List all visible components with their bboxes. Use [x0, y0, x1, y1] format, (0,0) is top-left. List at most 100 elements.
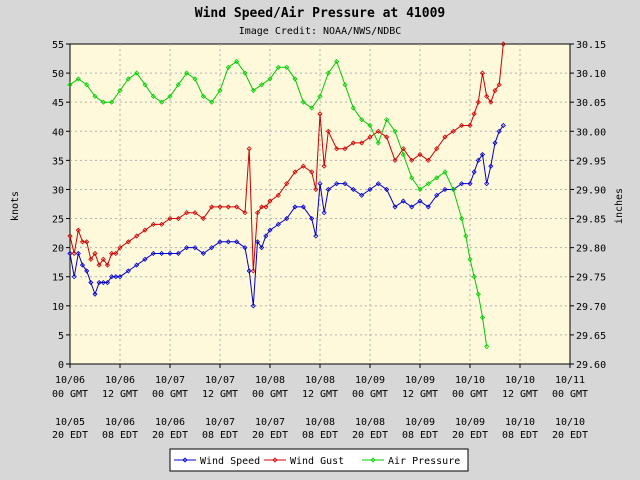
- data-point-wind-gust: [100, 256, 106, 262]
- data-point-wind-gust: [200, 215, 206, 222]
- data-point-wind-speed: [125, 268, 131, 274]
- data-point-wind-gust: [409, 157, 415, 163]
- data-point-air-pressure: [367, 122, 373, 129]
- x-tick-label-gmt-hour: 12 GMT: [102, 389, 138, 400]
- x-tick-label-gmt-hour: 00 GMT: [152, 389, 188, 400]
- data-point-air-pressure: [375, 140, 381, 146]
- data-point-wind-gust: [167, 215, 173, 222]
- data-point-air-pressure: [342, 82, 348, 88]
- data-point-wind-speed: [392, 204, 398, 210]
- legend-label-wind-gust: Wind Gust: [290, 456, 344, 467]
- data-point-wind-gust: [104, 262, 111, 268]
- data-point-wind-speed: [242, 245, 248, 251]
- data-point-air-pressure: [259, 82, 265, 88]
- data-point-wind-speed: [375, 181, 381, 187]
- data-point-wind-gust: [479, 70, 486, 76]
- data-point-air-pressure: [417, 186, 423, 193]
- data-point-wind-speed: [400, 198, 406, 204]
- data-point-wind-gust: [425, 157, 431, 163]
- data-point-wind-gust: [246, 146, 252, 152]
- x-tick-label-gmt-hour: 00 GMT: [252, 389, 288, 400]
- data-point-air-pressure: [350, 105, 356, 111]
- data-point-wind-speed: [459, 181, 465, 187]
- y-axis-label-left: knots: [10, 191, 21, 221]
- data-point-wind-speed: [313, 233, 319, 239]
- x-tick-label-edt-hour: 20 EDT: [552, 430, 588, 441]
- data-point-air-pressure: [109, 99, 115, 105]
- x-tick-label-gmt-hour: 00 GMT: [52, 389, 88, 400]
- data-point-air-pressure: [242, 70, 248, 76]
- axes: 0 29.60 5 29.65 10 29.70 15 29.75 20 29.80 25 29.85…: [52, 40, 606, 441]
- legend-marker-wind-gust: [272, 457, 278, 463]
- grid-lines: [70, 44, 570, 364]
- data-point-wind-gust: [225, 204, 231, 210]
- x-tick-label-edt-hour: 20 EDT: [152, 430, 188, 441]
- legend-marker-air-pressure: [370, 457, 376, 463]
- y-tick-label-right: 30.10: [576, 69, 606, 80]
- data-point-wind-speed: [367, 186, 373, 193]
- data-point-wind-gust: [192, 210, 198, 216]
- data-point-wind-speed: [417, 198, 423, 204]
- y-tick-label-right: 29.85: [576, 215, 606, 226]
- data-point-wind-speed: [84, 268, 90, 274]
- data-point-air-pressure: [209, 99, 215, 105]
- data-point-wind-speed: [467, 181, 473, 187]
- data-point-wind-gust: [209, 204, 215, 210]
- y-axis-label-right: inches: [614, 188, 625, 224]
- data-point-air-pressure: [167, 93, 173, 99]
- data-point-air-pressure: [479, 314, 486, 321]
- data-point-wind-gust: [309, 169, 315, 175]
- data-point-wind-gust: [96, 262, 102, 268]
- data-point-wind-speed: [117, 274, 123, 280]
- data-point-air-pressure: [225, 64, 231, 70]
- data-point-wind-gust: [367, 134, 373, 140]
- x-tick-label-gmt-hour: 00 GMT: [552, 389, 588, 400]
- y-tick-label-right: 29.65: [576, 331, 606, 342]
- data-point-air-pressure: [442, 169, 448, 175]
- x-tick-label-edt-date: 10/08: [355, 417, 385, 428]
- data-point-wind-gust: [242, 210, 248, 216]
- x-tick-label-edt-hour: 20 EDT: [452, 430, 488, 441]
- data-point-wind-gust: [467, 122, 473, 129]
- data-point-air-pressure: [463, 233, 469, 239]
- data-point-wind-speed: [175, 250, 181, 257]
- data-point-wind-speed: [275, 221, 281, 227]
- data-point-wind-gust: [175, 215, 181, 222]
- data-point-wind-speed: [496, 128, 502, 134]
- data-point-air-pressure: [425, 181, 431, 187]
- y-tick-label-left: 45: [52, 98, 64, 109]
- data-point-wind-speed: [309, 215, 315, 222]
- y-tick-label-left: 40: [52, 127, 64, 138]
- data-point-wind-gust: [496, 82, 502, 88]
- data-point-wind-speed: [217, 239, 223, 245]
- data-point-wind-speed: [334, 181, 340, 187]
- data-point-wind-speed: [409, 204, 415, 210]
- data-point-wind-speed: [92, 291, 98, 297]
- data-point-wind-gust: [184, 210, 190, 216]
- data-point-wind-speed: [500, 122, 506, 129]
- series-layer: [67, 41, 506, 350]
- data-point-air-pressure: [234, 58, 240, 65]
- data-point-wind-speed: [267, 227, 273, 233]
- x-tick-label-edt-date: 10/09: [455, 417, 485, 428]
- data-point-wind-speed: [292, 204, 298, 210]
- data-point-wind-speed: [492, 140, 498, 146]
- data-point-wind-gust: [134, 233, 140, 239]
- data-point-wind-gust: [484, 93, 490, 99]
- x-tick-label-edt-hour: 08 EDT: [502, 430, 538, 441]
- data-point-wind-gust: [92, 250, 98, 257]
- data-point-wind-gust: [254, 210, 261, 216]
- data-point-air-pressure: [317, 93, 323, 99]
- x-tick-label-gmt-hour: 00 GMT: [452, 389, 488, 400]
- y-tick-label-left: 50: [52, 69, 64, 80]
- x-tick-label-gmt-date: 10/07: [155, 375, 185, 386]
- y-tick-label-right: 29.75: [576, 273, 606, 284]
- data-point-wind-speed: [134, 262, 140, 268]
- y-tick-label-left: 20: [52, 244, 64, 255]
- data-point-air-pressure: [100, 99, 106, 105]
- data-point-wind-gust: [384, 134, 390, 140]
- y-tick-label-right: 29.90: [576, 185, 606, 196]
- data-point-wind-speed: [79, 262, 86, 268]
- data-point-wind-speed: [71, 274, 77, 280]
- x-tick-label-edt-hour: 08 EDT: [202, 430, 238, 441]
